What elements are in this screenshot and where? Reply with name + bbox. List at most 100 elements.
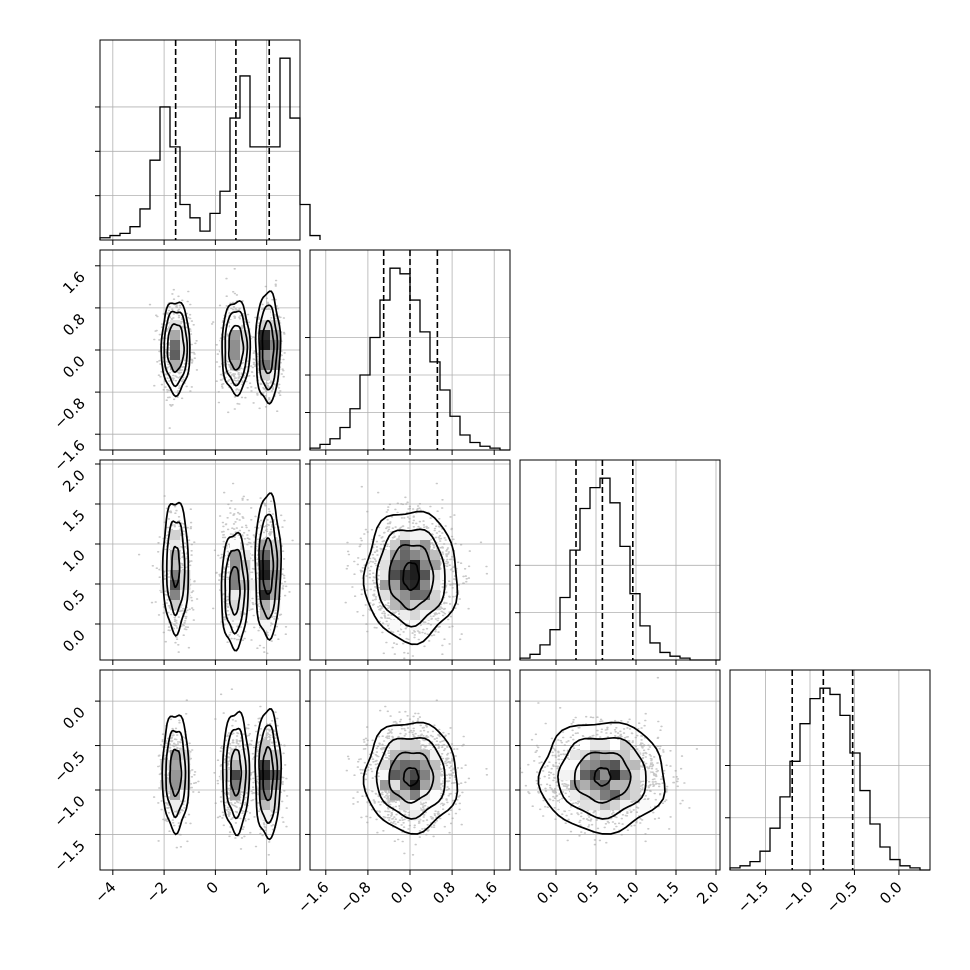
density-bin-2-0-213 [230,560,241,571]
contour-3-2-0-1 [573,751,632,804]
density-bin-1-0-256 [260,370,271,381]
xtick-label-0-2: 0 [203,878,222,897]
density-bin-3-1-189 [400,760,411,771]
density-bin-3-1-212 [430,770,441,781]
scatter-panel-3-2: 0.0 0.5 1.0 1.5 2.0 [515,669,723,908]
density-bin-3-1-207 [380,770,391,781]
hist-grid-2 [520,460,720,660]
contour-1-0-2-1 [258,304,279,391]
density-bin-2-1-150 [410,530,421,541]
density-bin-2-0-276 [260,590,271,601]
density-bin-3-2-245 [570,790,581,801]
density-bin-1-0-208 [180,350,191,361]
density-bin-2-1-232 [430,570,441,581]
density-bin-1-0-193 [230,340,241,351]
density-bin-2-1-252 [430,580,441,591]
density-bin-3-0-177 [270,750,281,761]
density-bin-3-2-171 [630,750,641,761]
density-bin-3-1-149 [400,740,411,751]
density-bin-3-2-249 [610,790,621,801]
xtick-label-2-0: 0.0 [533,878,563,908]
density-bin-3-2-226 [580,780,591,791]
contour-1-0-2-2 [254,290,282,405]
density-bin-2-1-191 [420,550,431,561]
density-bin-3-0-296 [260,810,271,821]
density-bin-2-0-197 [270,550,281,561]
density-bin-1-0-196 [260,340,271,351]
density-bin-2-0-273 [230,590,241,601]
hist-grid-3 [730,670,930,870]
panel-content-3-1 [310,670,510,870]
density-bin-3-1-188 [390,760,401,771]
density-bin-3-0-248 [180,790,191,801]
density-bin-2-1-210 [410,560,421,571]
hist-panel-0 [95,39,321,245]
density-bin-3-1-168 [390,750,401,761]
density-bin-2-1-190 [410,550,421,561]
density-bin-2-1-291 [420,600,431,611]
density-bin-1-0-216 [260,350,271,361]
density-bin-3-1-172 [430,750,441,761]
density-bin-3-2-204 [560,770,571,781]
density-bin-2-0-217 [270,560,281,571]
density-bin-3-2-150 [620,740,631,751]
density-bin-3-2-169 [610,750,621,761]
density-bin-2-0-187 [170,550,181,561]
density-bin-3-1-148 [390,740,401,751]
density-bin-3-1-250 [410,790,421,801]
density-bin-2-1-330 [410,620,421,631]
density-bin-3-2-149 [610,740,621,751]
density-bin-3-0-207 [170,770,181,781]
density-bin-2-1-168 [390,540,401,551]
density-bin-3-1-226 [370,780,381,791]
density-bin-3-0-168 [180,750,191,761]
density-bin-2-0-253 [230,580,241,591]
density-bin-3-0-213 [230,770,241,781]
density-bin-3-2-231 [630,780,641,791]
density-bin-3-1-190 [410,760,421,771]
density-bin-2-1-248 [390,580,401,591]
density-bin-1-0-173 [230,330,241,341]
density-bin-2-0-214 [240,560,251,571]
density-bin-2-0-193 [230,550,241,561]
contour-3-1-0-1 [388,751,435,804]
histogram-0 [99,57,321,240]
density-bin-2-1-270 [410,590,421,601]
density-bin-2-0-227 [170,570,181,581]
density-bin-3-2-270 [620,800,631,811]
contour-3-1-0-3 [362,721,459,835]
density-bin-3-0-267 [170,800,181,811]
density-bin-3-1-191 [420,760,431,771]
hist-panel-3: −1.5 −1.0 −0.5 0.0 [725,669,931,917]
scatter-panel-3-0: −4 −2 0 2 −1.5 −1.0 −0.5 0.0 [50,669,301,906]
density-bin-2-1-290 [410,600,421,611]
density-bin-3-0-217 [270,770,281,781]
density-bin-2-1-309 [400,610,411,621]
density-bin-2-1-288 [390,600,401,611]
density-bin-3-0-237 [270,780,281,791]
density-bin-1-0-214 [240,350,251,361]
density-bin-3-2-208 [600,770,611,781]
density-bin-3-2-186 [580,760,591,771]
density-bin-2-0-297 [270,600,281,611]
density-bin-2-1-230 [410,570,421,581]
contour-3-2-0-3 [537,721,666,835]
density-bin-2-1-231 [420,570,431,581]
density-bin-2-1-149 [400,530,411,541]
hist-panel-2 [515,459,721,665]
xtick-label-2-4: 2.0 [693,878,723,908]
xtick-label-1-1: −0.8 [336,878,374,916]
density-bin-3-1-249 [400,790,411,801]
density-bin-2-0-293 [230,600,241,611]
density-bin-3-2-268 [600,800,611,811]
panel-content-1-0 [100,250,300,450]
hist-grid-0 [100,40,300,240]
density-bin-2-1-271 [420,590,431,601]
density-bin-3-0-197 [270,760,281,771]
density-bin-2-0-234 [240,570,251,581]
density-bin-3-2-168 [600,750,611,761]
ytick-label-1-0: −1.6 [50,436,88,474]
density-bin-2-0-167 [170,540,181,551]
density-bin-2-0-207 [170,560,181,571]
contour-2-0-0-2 [161,501,190,637]
